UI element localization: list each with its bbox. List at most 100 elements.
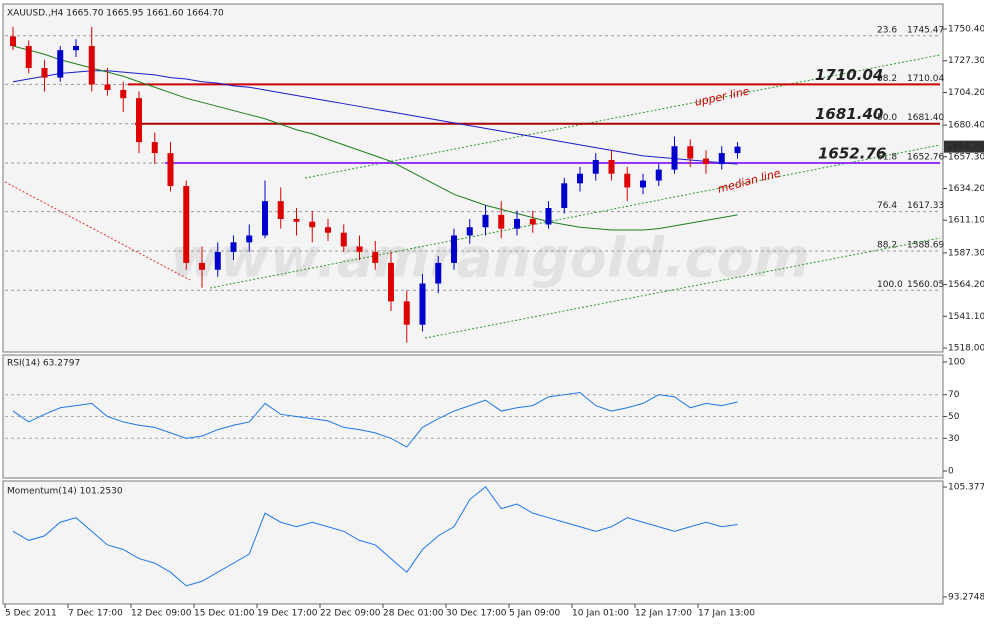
candle-body	[309, 221, 316, 228]
candle-body	[246, 235, 253, 243]
candle-body	[403, 301, 410, 325]
candle-body	[41, 68, 48, 78]
y-tick-label: 1634.20	[948, 184, 984, 194]
candle-body	[372, 251, 379, 263]
fib-price: 1617.33	[907, 201, 944, 211]
candle-body	[73, 46, 79, 51]
candle-body	[167, 153, 174, 187]
candle-body	[561, 183, 568, 209]
candle-body	[640, 180, 646, 188]
y-tick-label: 1727.30	[948, 56, 984, 66]
candle-body	[482, 214, 489, 228]
last-price-tag	[944, 140, 984, 153]
watermark: www.amrangold.com	[170, 227, 810, 290]
candle-body	[136, 98, 142, 143]
y-tick-label: 70	[948, 390, 960, 400]
y-tick-label: 1518.00	[948, 344, 984, 354]
fib-price: 1560.05	[907, 280, 944, 290]
candle-body	[340, 232, 347, 247]
x-tick-label: 30 Dec 17:00	[446, 609, 507, 619]
fib-price: 1588.69	[907, 240, 944, 250]
fib-level: 76.4	[877, 201, 897, 211]
candle-body	[592, 159, 599, 174]
level-label: 1710.04	[815, 66, 883, 84]
x-tick-label: 19 Dec 17:00	[257, 609, 318, 619]
candle-body	[104, 84, 111, 90]
candle-body	[88, 46, 95, 85]
x-tick-label: 5 Dec 2011	[5, 609, 57, 619]
candle-body	[671, 146, 678, 170]
candle-body	[120, 89, 127, 99]
fib-level: 100.0	[877, 280, 903, 290]
candle-body	[151, 142, 158, 154]
x-tick-label: 12 Jan 17:00	[635, 609, 692, 619]
indicator-line	[12, 391, 738, 448]
candle-body	[514, 218, 520, 229]
y-tick-label: 105.3776	[948, 483, 984, 493]
x-tick-label: 28 Dec 01:00	[383, 609, 444, 619]
candle-body	[545, 208, 552, 225]
y-tick-label: 0	[948, 467, 954, 477]
moving-average	[12, 45, 738, 231]
fib-price: 1681.40	[907, 113, 944, 123]
fib-price: 1745.47	[907, 25, 944, 35]
candle-body	[25, 46, 32, 69]
candle-body	[277, 201, 284, 219]
fib-price: 1652.76	[907, 153, 944, 163]
x-tick-label: 10 Jan 01:00	[572, 609, 629, 619]
candle-body	[451, 235, 457, 263]
level-label: 1681.40	[815, 105, 883, 123]
candle-body	[388, 262, 394, 302]
candle-body	[466, 227, 473, 236]
candle-body	[624, 173, 631, 188]
indicator-line	[12, 486, 738, 587]
candle-body	[57, 50, 64, 78]
candle-body	[687, 146, 694, 159]
y-tick-label: 1657.30	[948, 152, 984, 162]
candle-body	[577, 173, 583, 184]
candle-body	[419, 283, 426, 325]
candle-body	[214, 251, 221, 270]
candle-body	[734, 146, 741, 154]
candle-body	[262, 201, 268, 236]
y-tick-label: 1750.40	[948, 25, 984, 35]
level-label: 1652.76	[818, 145, 886, 163]
momentum-panel	[2, 480, 944, 605]
x-tick-label: 12 Dec 09:00	[131, 609, 192, 619]
candle-body	[529, 218, 536, 225]
trend-line	[424, 237, 941, 339]
y-tick-label: 1680.40	[948, 121, 984, 131]
moving-average	[12, 70, 738, 165]
candle-body	[325, 227, 331, 233]
y-tick-label: 30	[948, 434, 960, 444]
x-tick-label: 15 Dec 01:00	[194, 609, 255, 619]
candle-body	[608, 159, 615, 174]
y-tick-label: 1611.10	[948, 216, 984, 226]
panel-title: RSI(14) 63.2797	[7, 359, 80, 369]
fib-level: 23.6	[877, 25, 897, 35]
trend-line	[4, 181, 191, 281]
candle-body	[435, 262, 442, 284]
candle-body	[183, 186, 190, 263]
candle-body	[655, 169, 662, 181]
fib-level: 88.2	[877, 240, 897, 250]
y-tick-label: 1541.10	[948, 312, 984, 322]
y-tick-label: 1587.30	[948, 248, 984, 258]
fib-level: 38.2	[877, 74, 897, 84]
panel-title: Momentum(14) 101.2530	[7, 487, 123, 497]
x-tick-label: 5 Jan 09:00	[509, 609, 561, 619]
fib-level: 50.0	[877, 113, 897, 123]
last-price-label: 1664.70	[947, 142, 984, 152]
candle-body	[293, 218, 300, 222]
y-tick-label: 93.2748	[948, 592, 984, 602]
x-tick-label: 22 Dec 09:00	[320, 609, 381, 619]
fib-price: 1710.04	[907, 74, 944, 84]
x-tick-label: 7 Dec 17:00	[68, 609, 123, 619]
panel-title: XAUUSD.,H4 1665.70 1665.95 1661.60 1664.…	[7, 9, 224, 19]
x-tick-label: 17 Jan 13:00	[698, 609, 755, 619]
candle-body	[356, 246, 363, 252]
y-tick-label: 50	[948, 412, 960, 422]
candle-body	[498, 214, 505, 229]
